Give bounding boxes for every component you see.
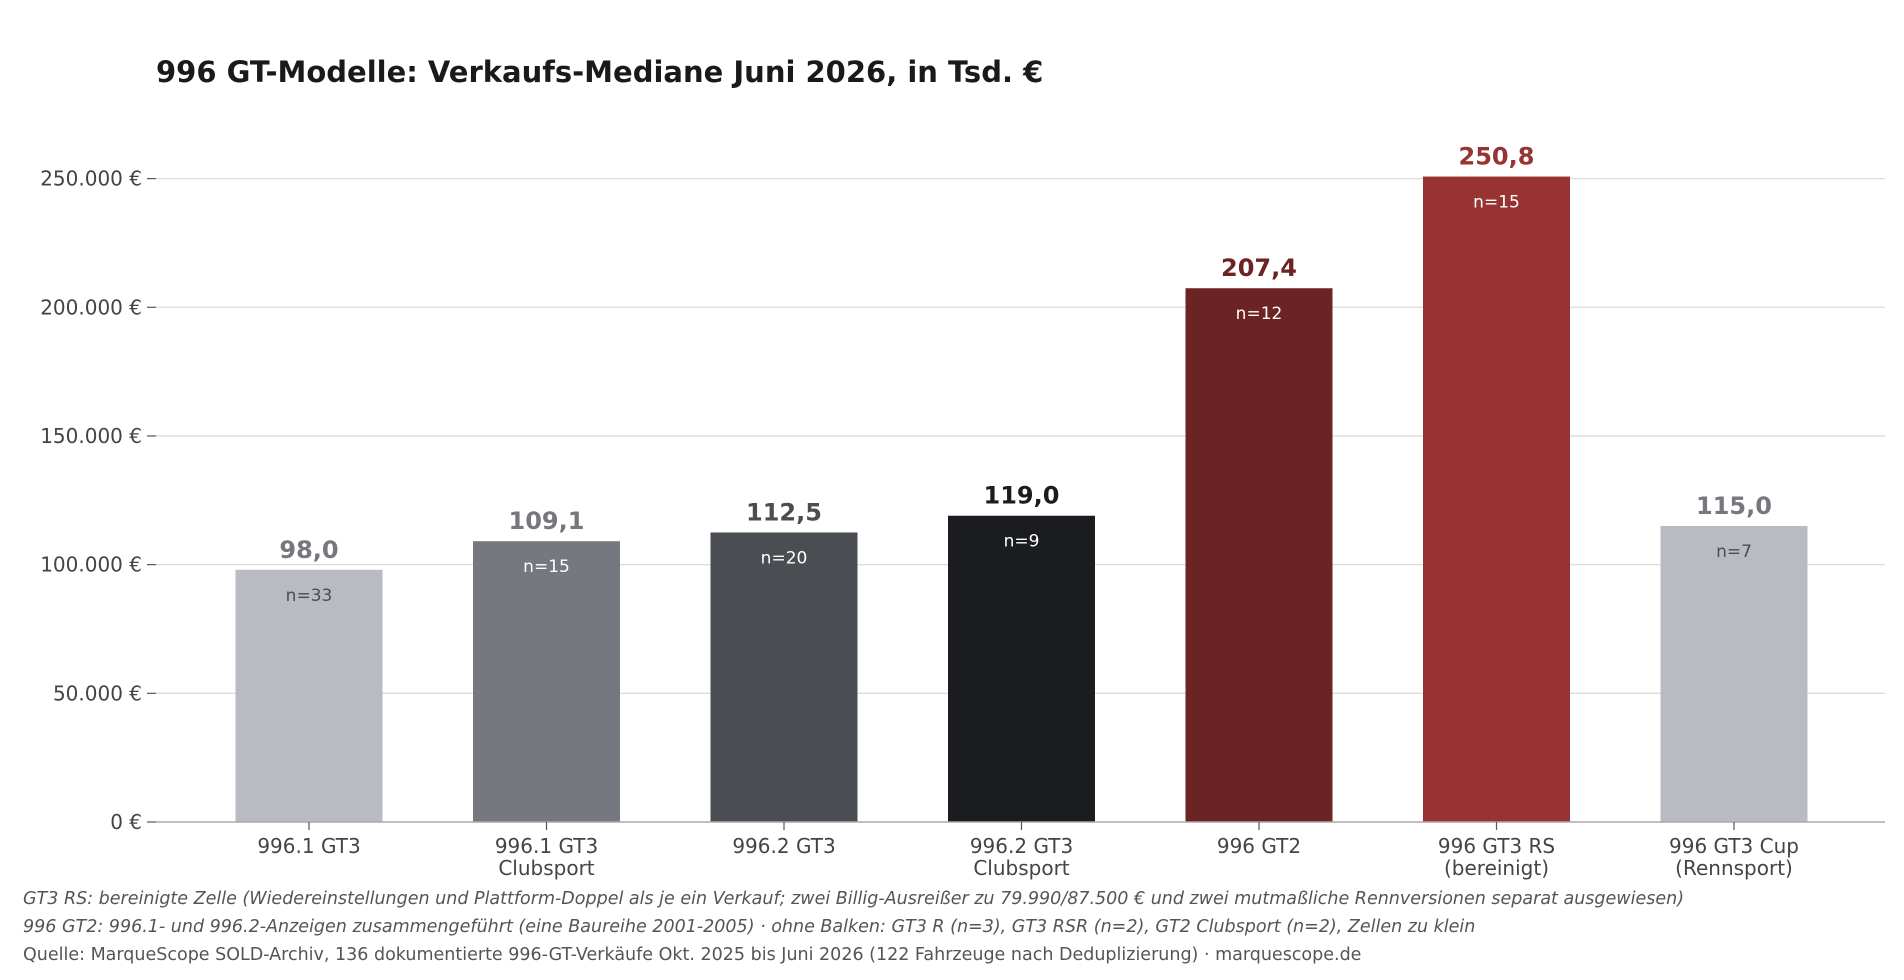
bar — [1660, 526, 1808, 822]
x-tick-label: Clubsport — [973, 856, 1069, 880]
y-tick-label: 150.000 € — [40, 424, 142, 448]
axes: 0 € 50.000 € 100.000 € 150.000 € 200.000 € 25… — [40, 167, 1885, 880]
bar — [710, 532, 858, 822]
bar-count-label: n=20 — [761, 548, 808, 568]
bar-value-label: 98,0 — [279, 536, 338, 564]
bar-count-label: n=15 — [1473, 193, 1520, 213]
bar-count-label: n=9 — [1004, 532, 1040, 552]
bar — [235, 569, 383, 822]
x-tick-label: (Rennsport) — [1675, 856, 1793, 880]
footnote-gt2: 996 GT2: 996.1- und 996.2-Anzeigen zusam… — [23, 917, 1476, 937]
footnote-gt3rs: GT3 RS: bereinigte Zelle (Wiedereinstell… — [23, 889, 1685, 909]
bar — [1423, 176, 1570, 822]
bar — [473, 541, 620, 822]
x-tick-label: 996 GT2 — [1217, 834, 1301, 858]
x-tick-label: Clubsport — [498, 856, 594, 880]
bar-value-label: 112,5 — [746, 498, 822, 526]
bar-count-label: n=15 — [523, 557, 570, 577]
y-tick-label: 0 € — [110, 810, 142, 834]
x-tick-label: 996 GT3 RS — [1438, 834, 1555, 858]
bar-count-label: n=12 — [1236, 304, 1283, 324]
x-tick-label: 996 GT3 Cup — [1669, 834, 1799, 858]
x-tick-label: (bereinigt) — [1444, 856, 1549, 880]
x-tick-label: 996.1 GT3 — [495, 834, 598, 858]
y-tick-label: 50.000 € — [53, 681, 142, 705]
bar-count-label: n=7 — [1716, 542, 1752, 562]
bar-count-label: n=33 — [286, 586, 333, 606]
source-note: Quelle: MarqueScope SOLD-Archiv, 136 dok… — [23, 945, 1362, 965]
bar-value-label: 109,1 — [509, 507, 585, 535]
bar-value-label: 119,0 — [984, 482, 1060, 510]
bar-value-label: 115,0 — [1696, 492, 1772, 520]
y-tick-label: 200.000 € — [40, 295, 142, 319]
x-tick-label: 996.1 GT3 — [257, 834, 360, 858]
x-tick-label: 996.2 GT3 — [970, 834, 1073, 858]
bar-value-label: 207,4 — [1221, 254, 1297, 282]
y-tick-label: 250.000 € — [40, 167, 142, 191]
y-tick-label: 100.000 € — [40, 553, 142, 577]
x-tick-label: 996.2 GT3 — [732, 834, 835, 858]
labels: 98,0 n=33 109,1 n=15 112,5 n=20 119,0 n=9 207,4 n… — [279, 143, 1772, 606]
bar-value-label: 250,8 — [1459, 143, 1535, 171]
bar — [1185, 288, 1333, 822]
chart-title: 996 GT-Modelle: Verkaufs-Mediane Juni 20… — [156, 55, 1044, 89]
bars — [235, 176, 1808, 822]
bar — [948, 515, 1095, 822]
